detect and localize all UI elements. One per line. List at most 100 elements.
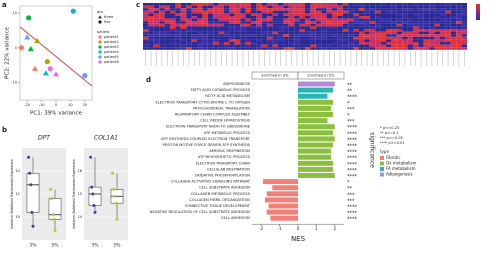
bar [298, 154, 332, 160]
y-tick-label: 16 [78, 169, 82, 173]
heatmap-cell [456, 16, 462, 19]
heatmap-cell [364, 10, 370, 14]
heatmap-cell [170, 34, 176, 37]
heatmap-cell [153, 26, 160, 29]
heatmap-cell [272, 8, 278, 11]
heatmap-cell [153, 21, 160, 24]
heatmap-cell [229, 42, 235, 45]
heatmap-cell [159, 18, 165, 22]
heatmap-cell [180, 39, 187, 42]
heatmap-cell [272, 10, 278, 14]
heatmap-cell [191, 5, 197, 9]
heatmap-cell [386, 8, 392, 11]
heatmap-cell [175, 18, 181, 22]
heatmap-cell [261, 29, 268, 32]
heatmap-cell [294, 16, 300, 19]
heatmap-cell [224, 47, 230, 50]
heatmap-cell [148, 34, 154, 37]
heatmap-cell [240, 21, 246, 24]
heatmap-cell [450, 10, 457, 14]
heatmap-cell [229, 31, 235, 35]
heatmap-cell [348, 36, 354, 40]
heatmap-cell [450, 26, 457, 29]
x-tick-label: 5% [113, 243, 121, 249]
heatmap-cell [175, 26, 181, 29]
heatmap-cell [396, 21, 403, 24]
heatmap-cell [326, 34, 332, 37]
heatmap-cell [191, 26, 197, 29]
heatmap-cell [283, 26, 289, 29]
heatmap-cell [224, 39, 230, 42]
heatmap-cell [218, 3, 224, 6]
x-axis-label: NES [291, 235, 306, 243]
significance-stars: **** [347, 205, 358, 211]
heatmap-cell [369, 13, 376, 16]
heatmap-cell [234, 18, 241, 22]
heatmap-cell [267, 36, 273, 40]
heatmap-cell [283, 42, 289, 45]
heatmap-cell [283, 34, 289, 37]
heatmap-cell [456, 29, 462, 32]
heatmap-cell [461, 36, 467, 40]
heatmap-cell [288, 8, 295, 11]
heatmap-cell [407, 42, 413, 45]
heatmap-cell [418, 8, 424, 11]
heatmap-cell [418, 36, 424, 40]
heatmap-cell [148, 5, 154, 9]
heatmap-cell [288, 34, 295, 37]
heatmap-cell [272, 31, 278, 35]
heatmap-cell [245, 21, 251, 24]
heatmap-cell [267, 16, 273, 19]
heatmap-cell [364, 5, 370, 9]
heatmap-cell [180, 31, 187, 35]
heatmap-cell [429, 47, 435, 50]
point [51, 213, 55, 217]
heatmap-cell [364, 36, 370, 40]
significance-stars: **** [347, 211, 358, 217]
heatmap-cell [153, 34, 160, 37]
heatmap-cell [197, 47, 203, 50]
heatmap-cell [164, 44, 170, 48]
heatmap-cell [148, 21, 154, 24]
significance-stars: *** [347, 198, 355, 204]
heatmap-cell [342, 21, 349, 24]
bar [298, 142, 333, 148]
heatmap-cell [375, 47, 381, 50]
heatmap-cell [234, 3, 241, 6]
heatmap-cell [332, 26, 338, 29]
heatmap-cell [224, 26, 230, 29]
heatmap-cell [180, 3, 187, 6]
heatmap-cell [434, 10, 440, 14]
heatmap-cell [380, 23, 386, 27]
heatmap-cell [321, 47, 327, 50]
heatmap-cell [310, 8, 316, 11]
heatmap-cell [407, 3, 413, 6]
heatmap-cell [299, 34, 305, 37]
heatmap-cell [337, 31, 343, 35]
heatmap-cell [450, 23, 457, 27]
heatmap-cell [148, 42, 154, 45]
heatmap-cell [380, 13, 386, 16]
heatmap-cell [148, 29, 154, 32]
heatmap-cell [256, 23, 262, 27]
heatmap-cell [224, 29, 230, 32]
heatmap-cell [267, 47, 273, 50]
heatmap-cell [213, 39, 219, 42]
heatmap-cell [321, 13, 327, 16]
heatmap-cell [153, 44, 160, 48]
heatmap-cell [456, 10, 462, 14]
category-label: CELL ADHESION [221, 216, 250, 220]
heatmap-cell [278, 21, 284, 24]
heatmap-cell [229, 26, 235, 29]
heatmap-cell [283, 10, 289, 14]
heatmap-cell [191, 47, 197, 50]
heatmap-cell [418, 18, 424, 22]
heatmap-cell [337, 23, 343, 27]
heatmap-cell [283, 23, 289, 27]
heatmap-cell [180, 10, 187, 14]
heatmap-cell [288, 23, 295, 27]
heatmap-cell [229, 5, 235, 9]
heatmap-cell [234, 23, 241, 27]
heatmap-cell [342, 18, 349, 22]
heatmap-cell [450, 47, 457, 50]
